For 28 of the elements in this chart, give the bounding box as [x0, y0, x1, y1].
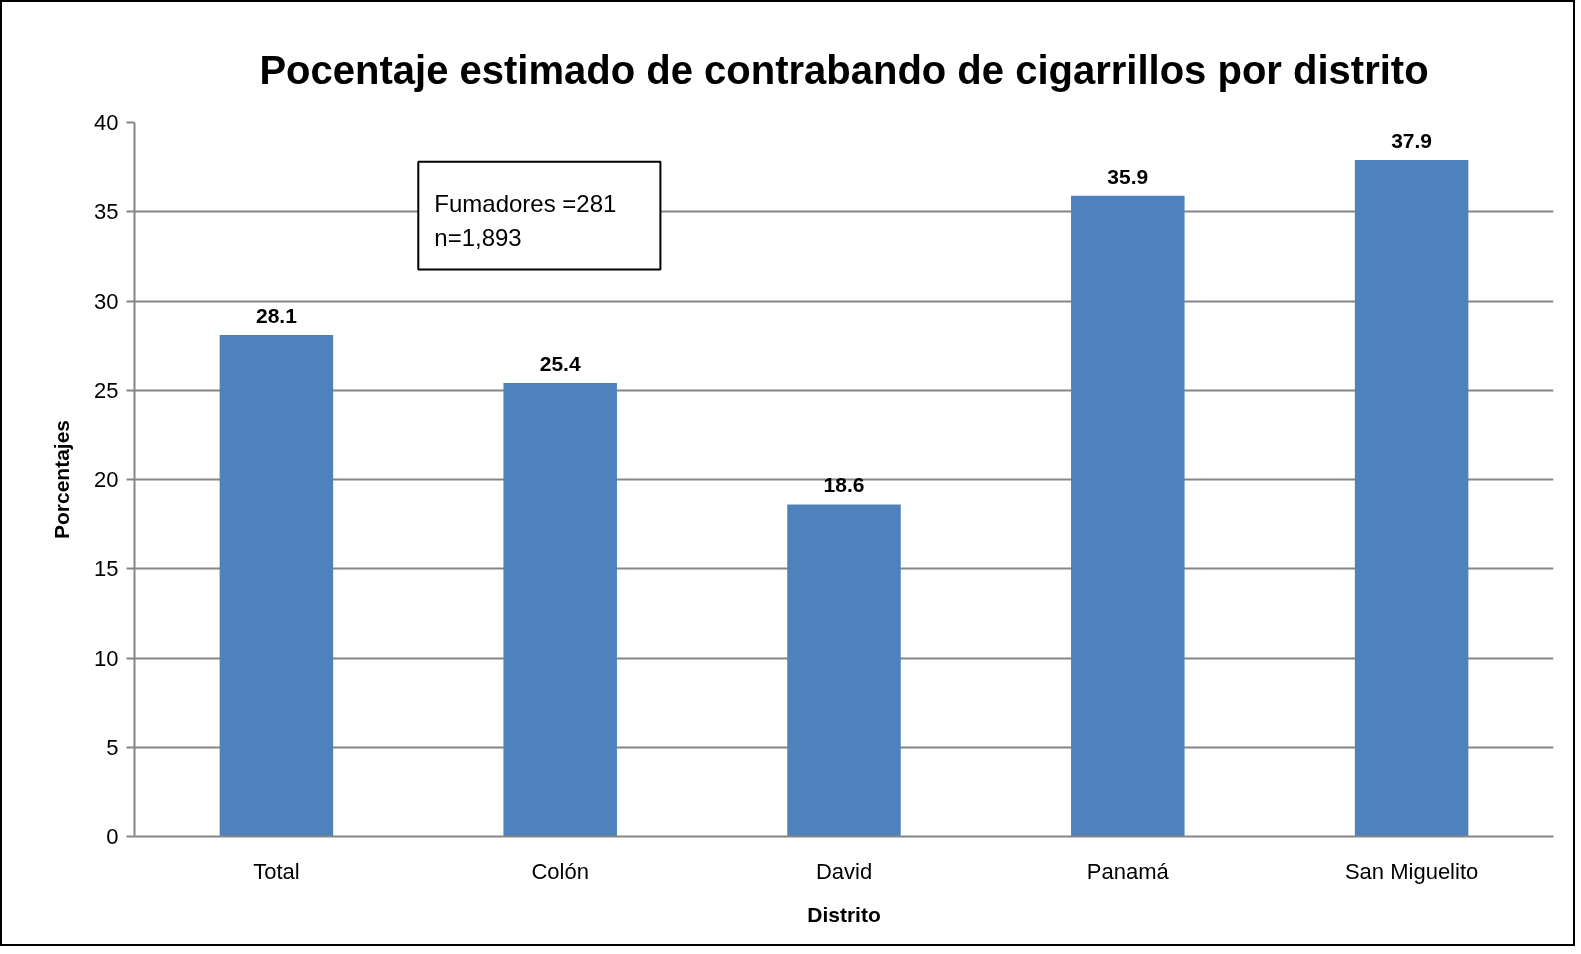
data-label: 37.9: [1391, 128, 1433, 152]
bar: [787, 504, 901, 837]
data-label: 28.1: [255, 303, 298, 327]
y-tick-label: 20: [94, 467, 119, 492]
y-tick-label: 30: [94, 288, 119, 314]
y-tick-label: 40: [94, 110, 119, 135]
y-tick-label: 5: [106, 734, 119, 760]
x-tick-label: San Miguelito: [1344, 858, 1479, 884]
x-tick-label: Colón: [531, 858, 589, 884]
data-label: 25.4: [539, 352, 581, 376]
bar: [219, 334, 334, 837]
y-tick-label: 35: [94, 199, 119, 225]
y-axis-title: Porcentajes: [50, 419, 74, 540]
x-tick-label: Total: [253, 858, 300, 884]
annotation: Fumadores =281 n=1,893: [434, 189, 617, 251]
bar: [503, 383, 617, 837]
data-label: 35.9: [1107, 164, 1149, 188]
bar: [1071, 195, 1185, 837]
y-tick-label: 15: [94, 556, 119, 582]
y-tick-label: 25: [94, 377, 119, 403]
bar: [1354, 159, 1469, 837]
x-tick-label: Panamá: [1086, 858, 1170, 884]
chart-title: Pocentaje estimado de contrabando de cigarrillos por distrito: [259, 47, 1429, 92]
data-label: 18.6: [823, 473, 865, 497]
x-tick-label: David: [815, 858, 873, 884]
y-tick-label: 10: [94, 645, 119, 671]
x-axis-title: Distrito: [807, 902, 881, 926]
y-tick-label: 0: [106, 824, 119, 849]
